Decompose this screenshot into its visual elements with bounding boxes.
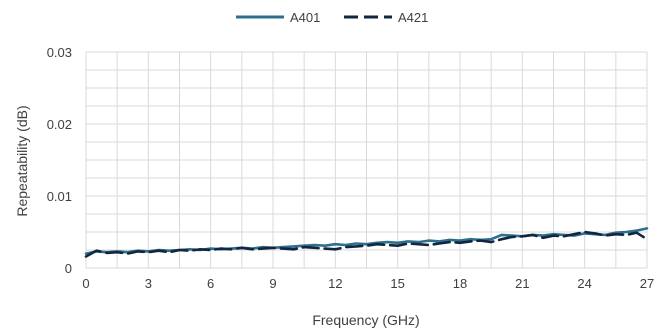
x-tick-label: 9 <box>269 276 276 291</box>
x-tick-label: 27 <box>640 276 654 291</box>
y-tick-label: 0.02 <box>47 117 72 132</box>
x-tick-label: 0 <box>82 276 89 291</box>
y-tick-label: 0 <box>65 261 72 276</box>
x-axis-title: Frequency (GHz) <box>312 312 419 328</box>
x-tick-label: 24 <box>577 276 591 291</box>
y-axis-ticks: 0 0.01 0.02 0.03 <box>47 45 72 276</box>
y-tick-label: 0.03 <box>47 45 72 60</box>
y-axis-title: Repeatability (dB) <box>14 105 30 216</box>
x-tick-label: 21 <box>515 276 529 291</box>
series-layer <box>84 227 649 258</box>
series-line-a421 <box>84 230 649 258</box>
x-tick-label: 15 <box>390 276 404 291</box>
legend-label-a401: A401 <box>290 10 320 25</box>
x-tick-label: 18 <box>453 276 467 291</box>
legend: A401 A421 <box>236 10 428 25</box>
x-tick-label: 6 <box>207 276 214 291</box>
legend-label-a421: A421 <box>398 10 428 25</box>
x-axis-ticks: 0 3 6 9 12 15 18 21 24 27 <box>82 276 654 291</box>
y-tick-label: 0.01 <box>47 189 72 204</box>
grid <box>85 51 648 269</box>
x-tick-label: 3 <box>145 276 152 291</box>
x-tick-label: 12 <box>328 276 342 291</box>
